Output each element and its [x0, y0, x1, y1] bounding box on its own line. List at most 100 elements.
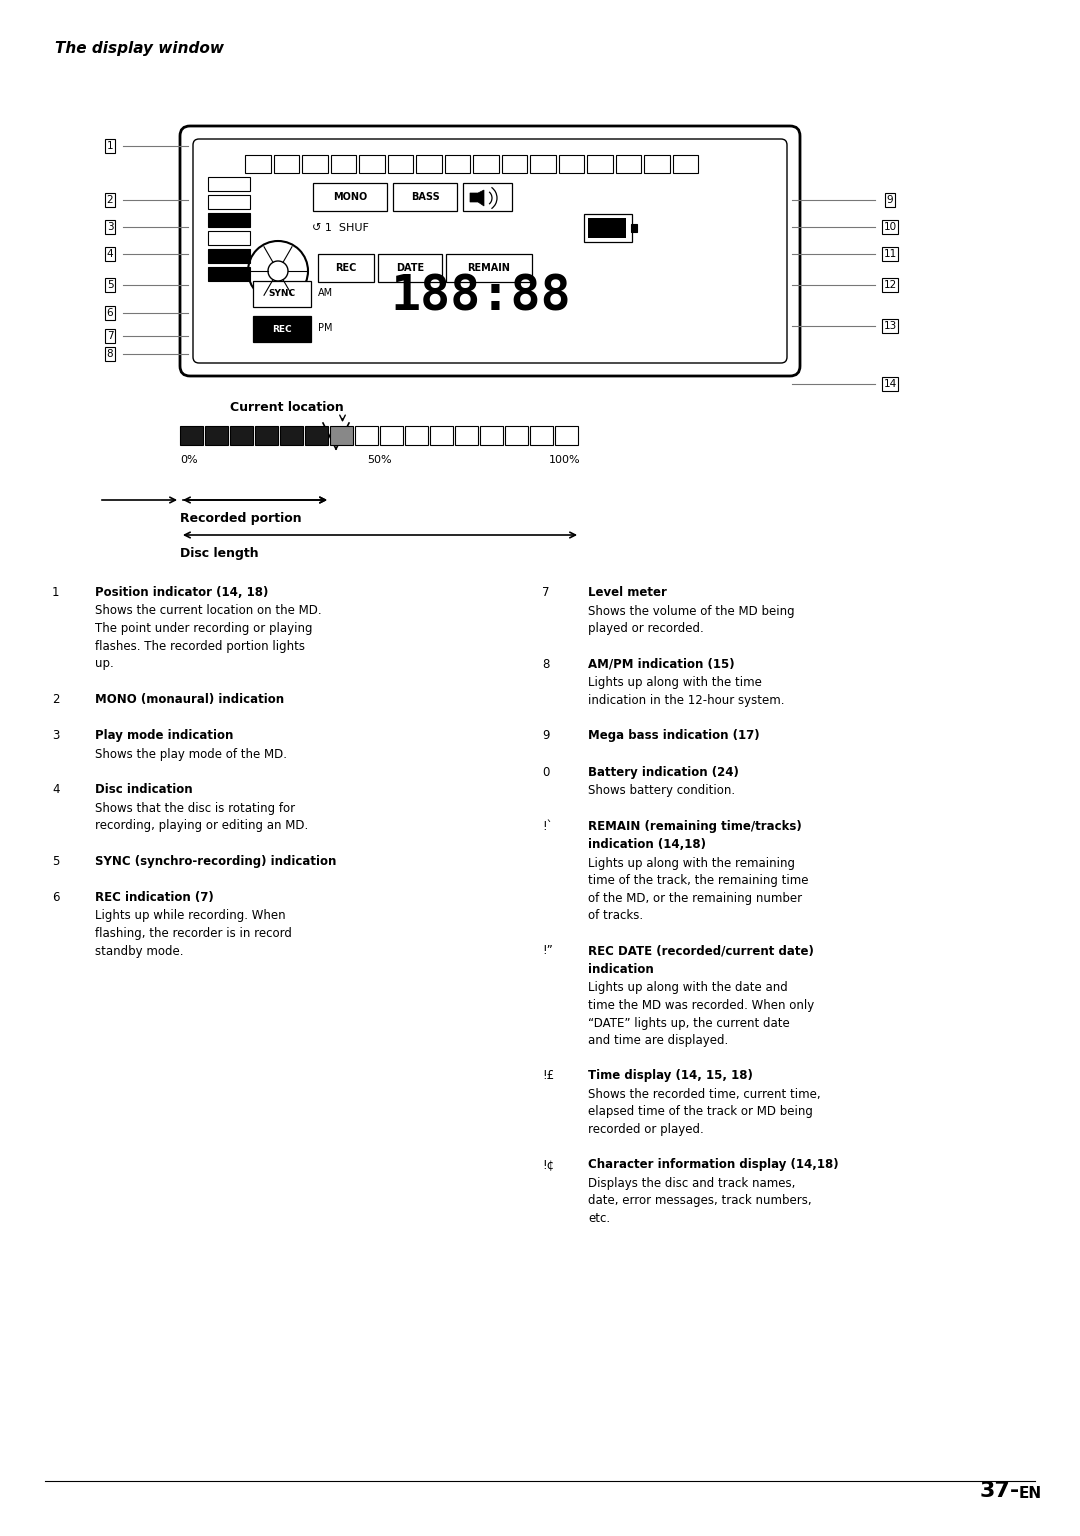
Text: ↺ 1  SHUF: ↺ 1 SHUF: [312, 223, 369, 233]
FancyBboxPatch shape: [313, 183, 387, 210]
Text: 11: 11: [883, 249, 896, 260]
Text: Battery indication (24): Battery indication (24): [588, 765, 739, 779]
Text: Shows that the disc is rotating for: Shows that the disc is rotating for: [95, 802, 295, 814]
Text: The point under recording or playing: The point under recording or playing: [95, 622, 312, 634]
Text: Play mode indication: Play mode indication: [95, 730, 233, 742]
Text: elapsed time of the track or MD being: elapsed time of the track or MD being: [588, 1106, 813, 1118]
Bar: [388, 155, 413, 174]
Text: The display window: The display window: [55, 41, 224, 55]
Text: flashes. The recorded portion lights: flashes. The recorded portion lights: [95, 639, 305, 653]
Text: 2: 2: [107, 195, 113, 204]
Text: flashing, the recorder is in record: flashing, the recorder is in record: [95, 928, 292, 940]
Text: 6: 6: [52, 891, 59, 905]
Bar: [208, 267, 249, 281]
Text: REC indication (7): REC indication (7): [95, 891, 214, 905]
Text: 100%: 100%: [549, 455, 580, 465]
Text: played or recorded.: played or recorded.: [588, 622, 704, 634]
Text: Mega bass indication (17): Mega bass indication (17): [588, 730, 759, 742]
FancyBboxPatch shape: [318, 253, 374, 283]
Bar: [255, 425, 278, 445]
Text: Character information display (14,18): Character information display (14,18): [588, 1158, 839, 1172]
Bar: [644, 155, 670, 174]
Text: “DATE” lights up, the current date: “DATE” lights up, the current date: [588, 1017, 789, 1029]
Text: 1: 1: [52, 587, 59, 599]
Text: indication in the 12-hour system.: indication in the 12-hour system.: [588, 693, 784, 707]
Text: PM: PM: [318, 323, 333, 333]
Bar: [180, 425, 203, 445]
Text: 37-: 37-: [980, 1481, 1020, 1501]
Bar: [530, 155, 555, 174]
Text: BASS: BASS: [410, 192, 440, 203]
FancyBboxPatch shape: [378, 253, 442, 283]
Text: 8: 8: [107, 349, 113, 359]
Text: 4: 4: [52, 783, 59, 796]
Text: indication: indication: [588, 963, 653, 975]
Text: Disc indication: Disc indication: [95, 783, 192, 796]
Text: !”: !”: [542, 945, 553, 957]
Text: Shows the current location on the MD.: Shows the current location on the MD.: [95, 605, 322, 617]
Bar: [355, 425, 378, 445]
Text: recorded or played.: recorded or played.: [588, 1123, 704, 1137]
Text: Displays the disc and track names,: Displays the disc and track names,: [588, 1177, 795, 1190]
Bar: [445, 155, 470, 174]
Bar: [588, 218, 626, 238]
Text: Lights up along with the date and: Lights up along with the date and: [588, 982, 787, 994]
Text: Level meter: Level meter: [588, 587, 666, 599]
Bar: [588, 155, 612, 174]
Bar: [302, 155, 327, 174]
Text: Lights up along with the remaining: Lights up along with the remaining: [588, 857, 795, 869]
Bar: [359, 155, 384, 174]
Text: REMAIN (remaining time/tracks): REMAIN (remaining time/tracks): [588, 820, 801, 833]
Text: date, error messages, track numbers,: date, error messages, track numbers,: [588, 1195, 812, 1207]
Text: recording, playing or editing an MD.: recording, playing or editing an MD.: [95, 819, 308, 833]
Text: REMAIN: REMAIN: [468, 263, 511, 273]
Bar: [505, 425, 528, 445]
Text: DATE: DATE: [396, 263, 424, 273]
Bar: [230, 425, 253, 445]
Text: Lights up while recording. When: Lights up while recording. When: [95, 909, 285, 923]
Text: !`: !`: [542, 820, 553, 833]
FancyBboxPatch shape: [584, 214, 632, 243]
FancyBboxPatch shape: [253, 316, 311, 343]
Text: 6: 6: [107, 309, 113, 318]
Bar: [501, 155, 527, 174]
Text: AM: AM: [318, 289, 333, 298]
Text: MONO (monaural) indication: MONO (monaural) indication: [95, 693, 284, 705]
Text: 13: 13: [883, 321, 896, 330]
Text: SYNC: SYNC: [269, 289, 296, 298]
Text: time of the track, the remaining time: time of the track, the remaining time: [588, 874, 809, 886]
Text: 9: 9: [887, 195, 893, 204]
Bar: [245, 155, 270, 174]
Bar: [273, 155, 299, 174]
Text: 4: 4: [107, 249, 113, 260]
Text: 7: 7: [107, 330, 113, 341]
FancyBboxPatch shape: [446, 253, 532, 283]
Bar: [330, 425, 353, 445]
Text: 3: 3: [52, 730, 59, 742]
Text: REC: REC: [335, 263, 356, 273]
Text: Shows the recorded time, current time,: Shows the recorded time, current time,: [588, 1087, 821, 1101]
Text: !¢: !¢: [542, 1158, 554, 1172]
Text: 2: 2: [52, 693, 59, 705]
Bar: [405, 425, 428, 445]
Text: standby mode.: standby mode.: [95, 945, 184, 957]
Text: 5: 5: [52, 854, 59, 868]
Text: !£: !£: [542, 1069, 554, 1083]
Text: MONO: MONO: [333, 192, 367, 203]
Bar: [616, 155, 642, 174]
Bar: [208, 230, 249, 246]
Text: etc.: etc.: [588, 1212, 610, 1226]
Bar: [455, 425, 478, 445]
Bar: [208, 195, 249, 209]
Bar: [558, 155, 584, 174]
Text: 5: 5: [107, 280, 113, 290]
Text: 50%: 50%: [367, 455, 392, 465]
Text: Lights up along with the time: Lights up along with the time: [588, 676, 761, 690]
Bar: [305, 425, 328, 445]
Bar: [673, 155, 698, 174]
Bar: [555, 425, 578, 445]
Text: SYNC (synchro-recording) indication: SYNC (synchro-recording) indication: [95, 854, 336, 868]
Text: AM/PM indication (15): AM/PM indication (15): [588, 657, 734, 671]
Text: indication (14,18): indication (14,18): [588, 839, 706, 851]
FancyBboxPatch shape: [463, 183, 512, 210]
